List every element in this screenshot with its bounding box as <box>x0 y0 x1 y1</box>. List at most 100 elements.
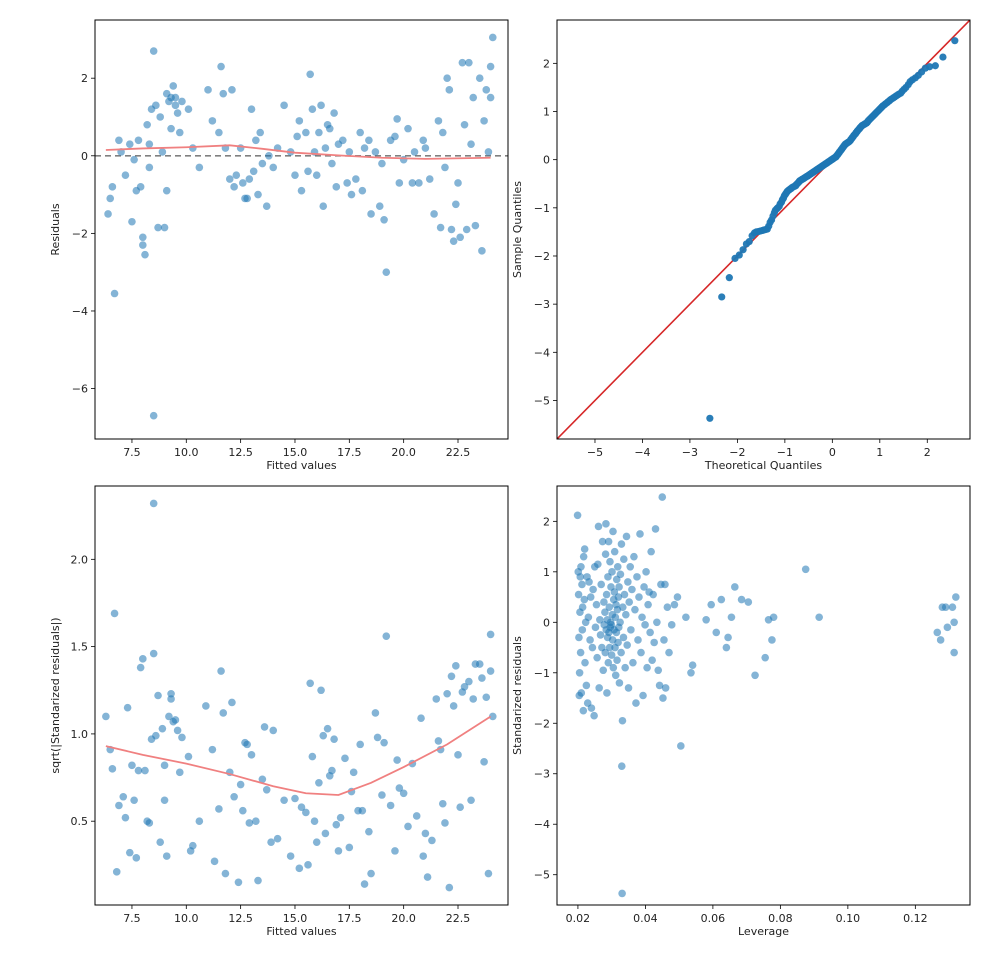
data-point <box>399 155 408 164</box>
data-point <box>661 580 669 589</box>
data-point <box>604 537 613 546</box>
data-point <box>339 136 347 145</box>
data-point <box>443 689 451 698</box>
data-point <box>393 115 401 123</box>
data-point <box>149 649 158 658</box>
data-point <box>356 128 364 137</box>
data-point <box>184 752 193 761</box>
data-point <box>650 638 658 647</box>
data-point <box>178 97 186 106</box>
data-point <box>373 733 382 742</box>
data-point <box>321 829 330 838</box>
y-tick-label: 1.0 <box>71 728 89 741</box>
data-point <box>436 223 445 232</box>
data-point <box>707 600 715 609</box>
x-tick-label: 15.0 <box>283 446 308 459</box>
data-point <box>189 144 197 152</box>
data-point <box>604 573 612 581</box>
y-axis-label: Standarized residuals <box>511 636 524 755</box>
data-point <box>618 889 626 898</box>
data-point <box>136 183 145 191</box>
data-point <box>378 159 386 168</box>
data-point <box>110 289 119 298</box>
data-point <box>145 140 154 148</box>
data-point <box>408 179 417 187</box>
y-tick-label: −2 <box>534 250 550 263</box>
data-point <box>613 562 622 571</box>
data-point <box>647 547 655 556</box>
data-point <box>110 609 119 618</box>
data-point <box>607 651 616 659</box>
data-point <box>722 643 731 652</box>
data-point <box>482 86 491 94</box>
data-point <box>486 93 495 102</box>
data-point <box>345 843 354 852</box>
data-point <box>712 628 721 637</box>
data-point <box>380 216 388 224</box>
data-point <box>582 681 591 690</box>
data-point <box>577 689 586 697</box>
x-tick-label: 12.5 <box>228 446 253 459</box>
y-tick-label: 1.5 <box>71 641 89 654</box>
data-point <box>735 251 743 259</box>
data-point <box>154 223 162 232</box>
data-point <box>254 876 262 885</box>
plot-frame <box>556 19 971 440</box>
data-point <box>649 590 657 599</box>
data-point <box>352 175 360 183</box>
data-point <box>152 731 160 740</box>
data-point <box>717 595 726 604</box>
data-point <box>434 117 443 125</box>
data-point <box>295 117 304 125</box>
data-point <box>639 691 647 700</box>
y-tick-label: −3 <box>534 768 550 781</box>
data-point <box>136 663 145 672</box>
x-tick-label: 10.0 <box>174 446 199 459</box>
data-point <box>745 237 753 246</box>
data-point <box>456 233 464 242</box>
data-point <box>245 175 254 183</box>
data-point <box>659 694 667 702</box>
data-point <box>739 246 747 254</box>
data-point <box>139 241 147 249</box>
data-point <box>590 711 598 720</box>
data-point <box>597 580 605 589</box>
data-point <box>232 171 241 179</box>
data-point <box>950 648 958 657</box>
data-point <box>633 573 641 581</box>
residuals-vs-fitted-panel: 7.5 10.0 12.5 15.0 17.5 20.0 22.5 2 0 −2 −4 −6 Fitt… <box>49 19 509 472</box>
data-point <box>445 86 454 94</box>
data-point <box>134 136 143 145</box>
data-point <box>302 808 310 817</box>
data-point <box>718 293 726 301</box>
data-point <box>319 202 328 211</box>
data-point <box>112 868 121 876</box>
data-point <box>687 668 695 677</box>
data-point <box>162 186 171 195</box>
data-point <box>586 593 595 601</box>
data-point <box>162 852 171 860</box>
data-point <box>624 578 632 586</box>
data-point <box>291 794 299 803</box>
data-point <box>599 666 608 675</box>
data-point <box>410 148 419 156</box>
y-tick-label: 2 <box>81 72 88 85</box>
data-point <box>641 621 649 629</box>
data-point <box>421 829 430 838</box>
data-point <box>128 761 136 770</box>
data-point <box>480 758 488 766</box>
data-point <box>632 699 640 707</box>
data-point <box>486 630 495 639</box>
data-point <box>317 101 325 110</box>
x-tick-label: 7.5 <box>123 446 141 459</box>
data-point <box>380 738 388 747</box>
data-point <box>306 70 314 79</box>
data-point <box>475 660 484 668</box>
data-point <box>644 600 652 609</box>
data-point <box>419 852 428 860</box>
data-point <box>601 550 610 558</box>
data-point <box>651 525 660 533</box>
x-tick-label: −5 <box>587 446 603 459</box>
y-tick-label: 1 <box>543 106 550 119</box>
x-tick-label: 0.06 <box>701 912 726 925</box>
